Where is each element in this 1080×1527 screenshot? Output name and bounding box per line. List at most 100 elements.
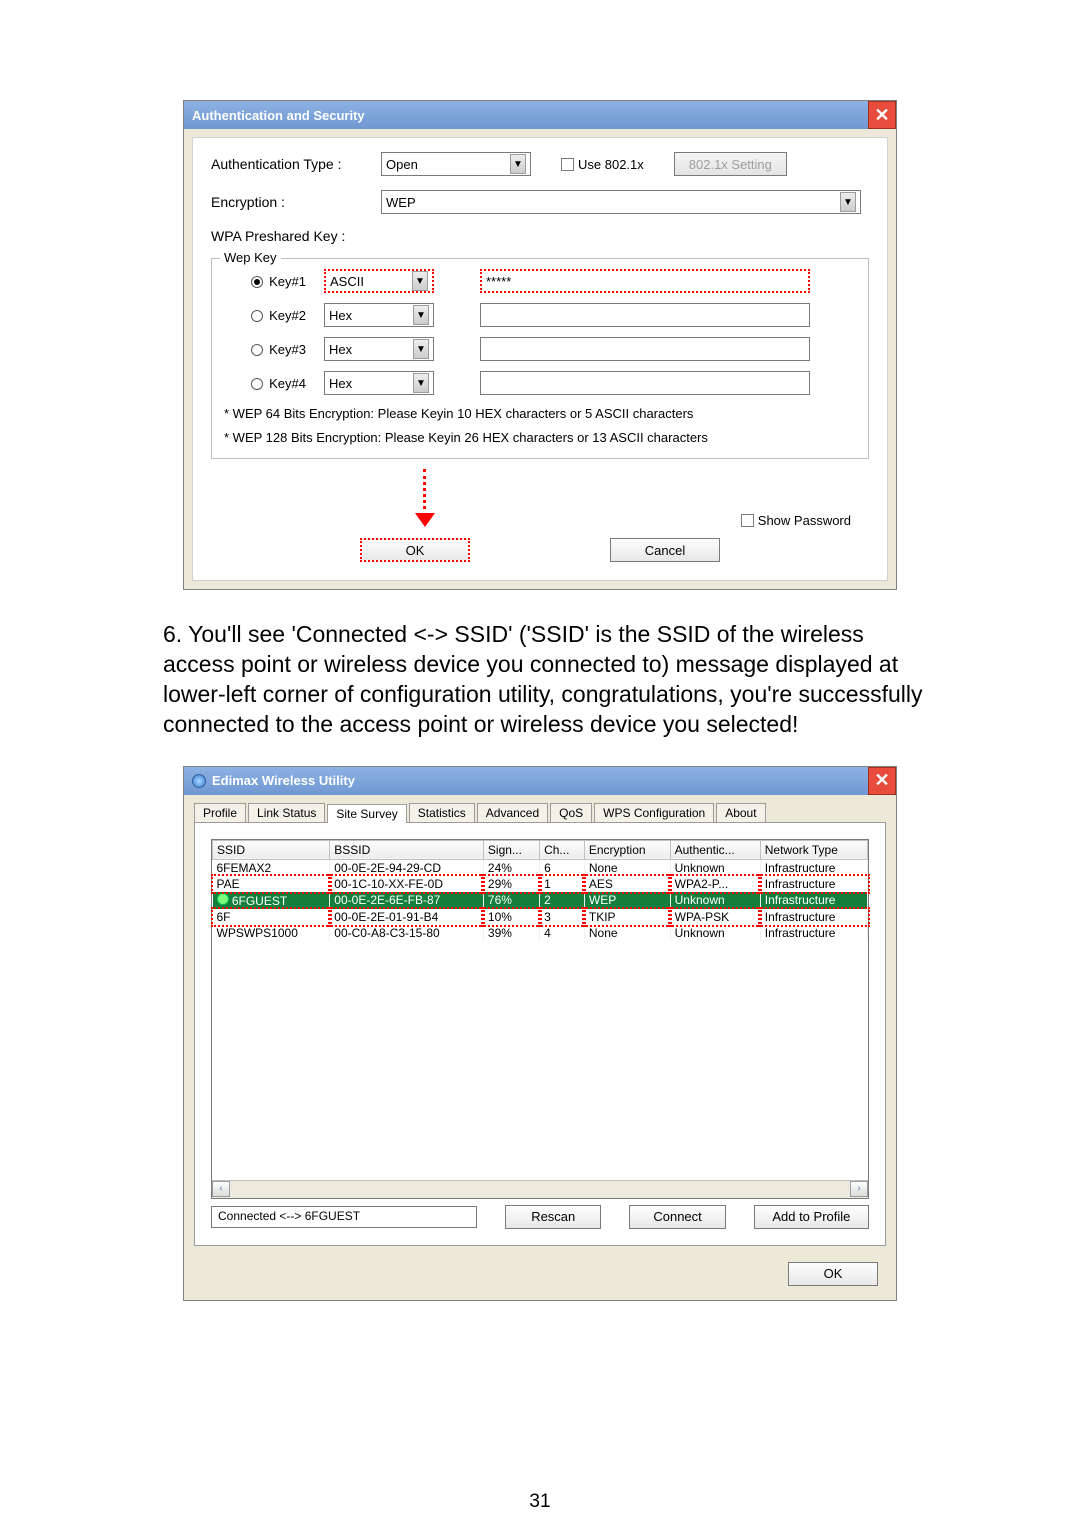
network-row[interactable]: PAE00-1C-10-XX-FE-0D29%1AESWPA2-P...Infr… [213,876,868,892]
show-password-checkbox[interactable] [741,514,754,527]
cell: WPA-PSK [670,909,760,925]
key-radio-wrap[interactable]: Key#3 [224,342,314,357]
cell: 6FGUEST [213,892,330,909]
key-format-value: Hex [329,342,352,357]
utility-footer: OK [184,1256,896,1300]
column-header[interactable]: Sign... [483,840,539,859]
chevron-down-icon: ▼ [412,271,428,291]
column-header[interactable]: Authentic... [670,840,760,859]
key-radio-wrap[interactable]: Key#2 [224,308,314,323]
wep-hint-2: * WEP 128 Bits Encryption: Please Keyin … [224,429,856,447]
add-to-profile-button[interactable]: Add to Profile [754,1205,869,1229]
cell: Infrastructure [760,925,867,941]
auth-type-dropdown[interactable]: Open ▼ [381,152,531,176]
close-icon[interactable]: ✕ [868,101,896,129]
rescan-button[interactable]: Rescan [505,1205,601,1229]
key-format-dropdown[interactable]: Hex▼ [324,303,434,327]
close-icon[interactable]: ✕ [868,767,896,795]
cell: 2 [540,892,585,909]
page-number: 31 [0,1491,1080,1513]
use-8021x-checkbox[interactable] [561,158,574,171]
step-6-paragraph: 6. You'll see 'Connected <-> SSID' ('SSI… [163,620,929,740]
encryption-label: Encryption : [211,194,381,210]
auth-type-label: Authentication Type : [211,156,381,172]
cell: 6 [540,859,585,876]
edimax-utility-dialog: Edimax Wireless Utility ✕ ProfileLink St… [183,766,897,1301]
network-row[interactable]: 6FEMAX200-0E-2E-94-29-CD24%6NoneUnknownI… [213,859,868,876]
network-row[interactable]: WPSWPS100000-C0-A8-C3-15-8039%4NoneUnkno… [213,925,868,941]
tab-qos[interactable]: QoS [550,803,592,822]
cell: 00-0E-2E-6E-FB-87 [330,892,484,909]
wep-key-row: Key#1 ASCII▼ ***** [224,269,856,293]
key-format-dropdown[interactable]: ASCII▼ [324,269,434,293]
cancel-button[interactable]: Cancel [610,538,720,562]
cell: Unknown [670,892,760,909]
auth-pane: Authentication Type : Open ▼ Use 802.1x … [192,137,888,581]
network-table: SSIDBSSIDSign...Ch...EncryptionAuthentic… [212,840,868,941]
tab-site-survey[interactable]: Site Survey [327,804,406,823]
tab-statistics[interactable]: Statistics [409,803,475,822]
key-format-dropdown[interactable]: Hex ▼ [324,337,434,361]
radio-icon[interactable] [251,276,263,288]
key-value-input[interactable] [480,371,810,395]
radio-icon[interactable] [251,310,263,322]
cell: 10% [483,909,539,925]
key-format-value: Hex [329,308,352,323]
chevron-down-icon: ▼ [413,339,429,359]
8021x-setting-button[interactable]: 802.1x Setting [674,152,787,176]
radio-icon[interactable] [251,344,263,356]
connect-button[interactable]: Connect [629,1205,725,1229]
globe-icon [192,774,206,788]
show-password-label: Show Password [758,513,851,528]
network-row[interactable]: 6FGUEST00-0E-2E-6E-FB-8776%2WEPUnknownIn… [213,892,868,909]
wpa-row: WPA Preshared Key : [211,228,869,244]
cell: PAE [213,876,330,892]
column-header[interactable]: Ch... [540,840,585,859]
scroll-left-icon[interactable]: ‹ [212,1181,230,1197]
auth-type-row: Authentication Type : Open ▼ Use 802.1x … [211,152,869,176]
auth-type-value: Open [386,157,418,172]
cell: Unknown [670,859,760,876]
site-survey-tabbody: SSIDBSSIDSign...Ch...EncryptionAuthentic… [194,822,886,1246]
auth-dialog-titlebar: Authentication and Security ✕ [184,101,896,129]
scroll-right-icon[interactable]: › [850,1181,868,1197]
ok-button[interactable]: OK [360,538,470,562]
key-value-input[interactable] [480,337,810,361]
column-header[interactable]: Network Type [760,840,867,859]
use-8021x-label: Use 802.1x [578,157,644,172]
key-value-input[interactable]: ***** [480,269,810,293]
network-row[interactable]: 6F00-0E-2E-01-91-B410%3TKIPWPA-PSKInfras… [213,909,868,925]
tab-about[interactable]: About [716,803,765,822]
tab-link-status[interactable]: Link Status [248,803,325,822]
tab-profile[interactable]: Profile [194,803,246,822]
tab-wps-configuration[interactable]: WPS Configuration [594,803,714,822]
cell: 3 [540,909,585,925]
column-header[interactable]: SSID [213,840,330,859]
key-radio-wrap[interactable]: Key#1 [224,274,314,289]
cell: Infrastructure [760,892,867,909]
column-header[interactable]: BSSID [330,840,484,859]
wep-key-row: Key#4 Hex▼ [224,371,856,395]
key-radio-wrap[interactable]: Key#4 [224,376,314,391]
wep-hint-1: * WEP 64 Bits Encryption: Please Keyin 1… [224,405,856,423]
status-row: Connected <--> 6FGUEST Rescan Connect Ad… [211,1205,869,1229]
key-label: Key#3 [269,342,306,357]
ok-button[interactable]: OK [788,1262,878,1286]
radio-icon[interactable] [251,378,263,390]
horizontal-scrollbar[interactable]: ‹ › [212,1180,868,1198]
cell: 00-0E-2E-94-29-CD [330,859,484,876]
key-format-dropdown[interactable]: Hex▼ [324,371,434,395]
wep-key-group: Wep Key Key#1ASCII▼*****Key#2Hex▼Key#3He… [211,258,869,459]
column-header[interactable]: Encryption [584,840,670,859]
network-list: SSIDBSSIDSign...Ch...EncryptionAuthentic… [211,839,869,1199]
cell: 6F [213,909,330,925]
auth-security-dialog: Authentication and Security ✕ Authentica… [183,100,897,590]
key-value-input[interactable] [480,303,810,327]
auth-dialog-title: Authentication and Security [192,108,365,123]
cell: AES [584,876,670,892]
cell: 29% [483,876,539,892]
utility-tabs: ProfileLink StatusSite SurveyStatisticsA… [184,795,896,822]
encryption-dropdown[interactable]: WEP ▼ [381,190,861,214]
tab-advanced[interactable]: Advanced [477,803,548,822]
cell: None [584,925,670,941]
